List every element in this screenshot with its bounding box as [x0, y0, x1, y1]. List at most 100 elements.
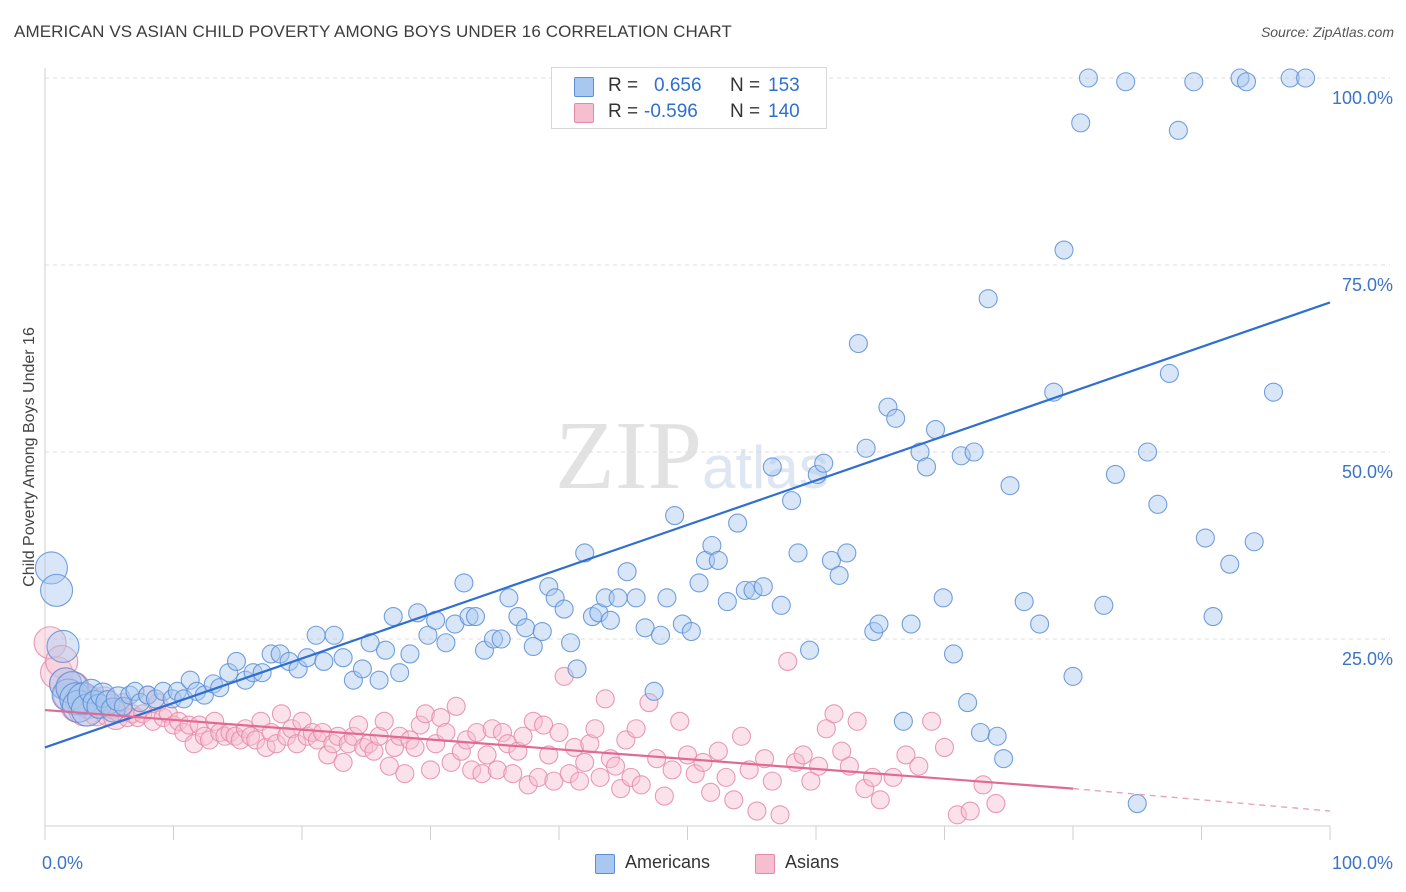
american-point: [167, 681, 187, 701]
american-point: [1168, 120, 1188, 140]
american-point: [878, 397, 898, 417]
american-point: [1159, 363, 1179, 384]
american-point: [1054, 240, 1074, 260]
american-point: [226, 651, 247, 671]
asian-point: [647, 749, 667, 769]
american-point: [369, 670, 389, 690]
asian-point: [534, 715, 554, 735]
n-label: N =: [730, 101, 761, 122]
americans-label: Americans: [625, 852, 711, 872]
asian-point: [364, 741, 384, 761]
american-point: [1063, 666, 1083, 686]
american-point: [1184, 72, 1204, 92]
american-point: [933, 588, 953, 608]
american-point: [1220, 554, 1240, 574]
american-point: [1078, 68, 1098, 88]
asian-point: [755, 749, 775, 769]
american-point: [483, 629, 504, 649]
american-point: [829, 565, 849, 585]
asian-point: [855, 779, 875, 799]
asian-point: [348, 715, 369, 735]
asian-point: [570, 771, 590, 791]
asian-point: [922, 711, 942, 731]
american-point: [180, 670, 200, 690]
asian-point: [487, 760, 507, 780]
asian-point: [523, 711, 543, 731]
asian-point: [415, 704, 435, 724]
asian-point: [947, 805, 967, 825]
asian-point: [973, 775, 993, 795]
asian-point: [395, 764, 415, 784]
american-point: [608, 588, 628, 608]
asian-point: [701, 782, 721, 802]
american-point: [130, 693, 150, 713]
asian-point: [883, 767, 903, 787]
american-point: [837, 543, 857, 563]
y-tick-label: 75.0%: [1342, 275, 1393, 295]
asian-point: [374, 711, 394, 731]
asian-point: [492, 722, 513, 743]
asian-point: [724, 790, 744, 810]
american-point: [617, 562, 637, 582]
asian-point: [739, 760, 759, 780]
american-point: [491, 629, 511, 649]
american-point: [650, 625, 671, 645]
asian-point: [431, 707, 451, 728]
asian-point: [410, 715, 430, 735]
asian-point: [662, 760, 682, 780]
asian-point: [297, 726, 317, 746]
american-point: [383, 607, 403, 627]
asian-point: [199, 730, 220, 750]
american-point: [1148, 494, 1168, 514]
asian-point: [544, 771, 564, 791]
asian-point: [241, 726, 261, 746]
american-point: [1296, 68, 1316, 88]
asian-point: [862, 767, 883, 787]
american-point: [916, 457, 937, 477]
american-point: [1236, 72, 1257, 92]
asian-point: [809, 756, 829, 776]
asian-point: [482, 719, 502, 739]
american-point: [814, 453, 834, 473]
american-point: [1137, 442, 1158, 462]
asian-point: [215, 726, 235, 746]
asian-point: [832, 741, 852, 761]
asian-point: [896, 745, 916, 765]
american-point: [1195, 528, 1215, 548]
asian-point: [778, 651, 798, 671]
asian-trend-extension: [1072, 787, 1331, 812]
asian-point: [405, 737, 425, 758]
source-credit[interactable]: Source: ZipAtlas.com: [1260, 24, 1394, 40]
asian-point: [287, 734, 307, 754]
american-point: [324, 625, 344, 645]
american-point: [219, 663, 239, 683]
y-tick-label: 100.0%: [1332, 88, 1393, 108]
american-point: [821, 550, 841, 571]
american-point: [1000, 476, 1020, 496]
american-point: [575, 543, 595, 563]
american-point: [689, 573, 709, 593]
asian-point: [379, 756, 399, 776]
american-point: [978, 289, 998, 309]
american-point: [1030, 614, 1050, 634]
american-point: [539, 577, 559, 597]
asian-trend-line: [44, 708, 1074, 790]
american-point: [46, 629, 80, 664]
asian-point: [708, 741, 728, 761]
asian-point: [518, 775, 538, 795]
asian-point: [934, 737, 955, 758]
asian-point: [909, 756, 929, 776]
asian-point: [477, 745, 497, 765]
american-point: [454, 573, 474, 593]
asian-point: [318, 745, 338, 765]
american-point: [561, 633, 581, 653]
asian-point: [456, 730, 477, 750]
asian-point: [762, 771, 782, 791]
asian-point: [472, 764, 492, 784]
n-label: N =: [730, 75, 761, 96]
american-point: [728, 513, 748, 533]
american-point: [1280, 68, 1300, 88]
asian-point: [585, 719, 605, 739]
american-point: [567, 659, 587, 679]
asian-point: [693, 752, 713, 772]
